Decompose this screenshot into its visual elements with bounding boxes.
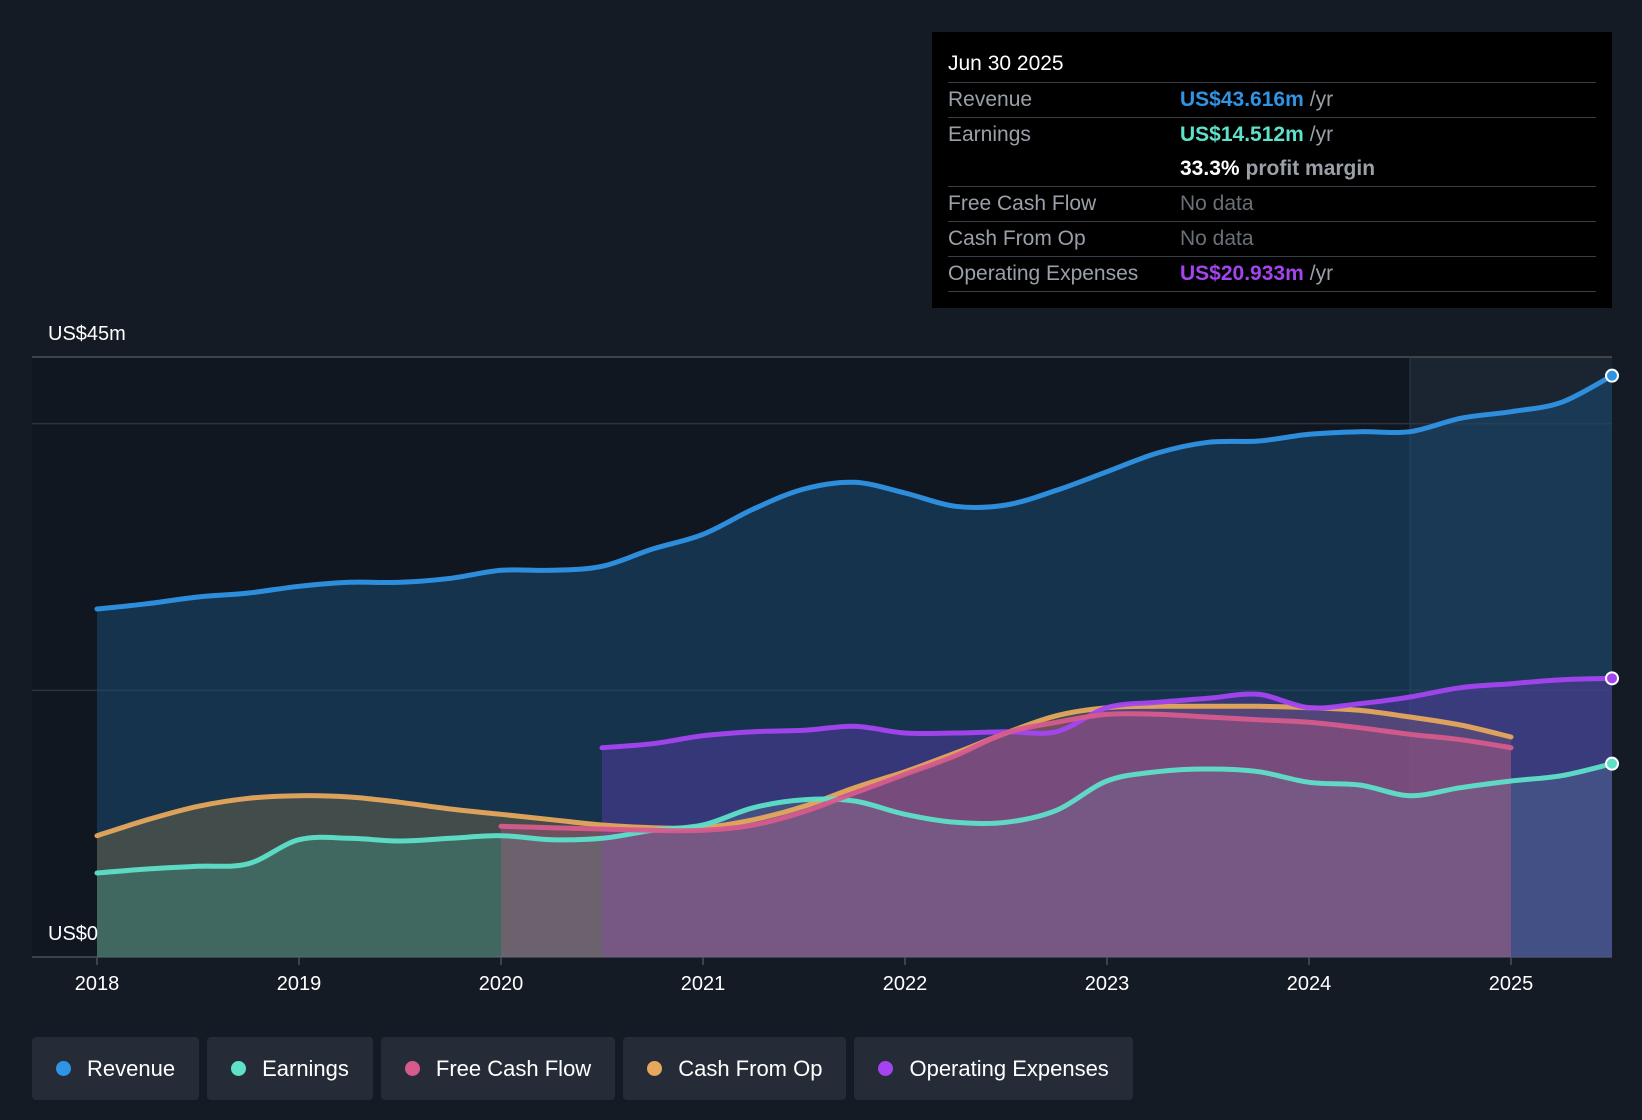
x-axis-ticks: 2018 2019 2020 2021 2022 2023 2024 2025: [75, 957, 1534, 995]
opex-dot-icon: [878, 1061, 894, 1076]
earnings-line: [94, 761, 1615, 876]
tooltip-label: Free Cash Flow: [948, 192, 1097, 215]
x-tick-label: 2025: [1489, 973, 1534, 995]
tooltip-row-margin: 33.3% profit margin: [948, 152, 1596, 187]
tooltip-value: US$43.616m/yr: [1180, 83, 1333, 117]
revenue-value: US$43.616m: [1180, 88, 1304, 111]
x-tick-label: 2021: [681, 973, 726, 995]
legend-item-earnings[interactable]: Earnings: [207, 1037, 373, 1100]
fcf-value: No data: [1180, 192, 1254, 215]
x-tick-label: 2019: [277, 973, 322, 995]
unit-label: /yr: [1309, 88, 1334, 111]
tooltip-panel: Jun 30 2025 Revenue US$43.616m/yr Earnin…: [932, 32, 1612, 308]
legend-item-revenue[interactable]: Revenue: [32, 1037, 200, 1100]
x-tick-label: 2024: [1287, 973, 1332, 995]
unit-label: /yr: [1309, 262, 1334, 285]
legend-item-cfo[interactable]: Cash From Op: [623, 1037, 847, 1100]
x-tick-label: 2018: [75, 973, 120, 995]
cfo-line: [94, 703, 1514, 839]
earnings-value: US$14.512m: [1180, 123, 1304, 146]
legend-item-opex[interactable]: Operating Expenses: [854, 1037, 1133, 1100]
tooltip-row-fcf: Free Cash Flow No data: [948, 187, 1596, 222]
tooltip-row-earnings: Earnings US$14.512m/yr: [948, 118, 1596, 152]
tooltip-row-revenue: Revenue US$43.616m/yr: [948, 83, 1596, 118]
opex-line: [599, 675, 1615, 751]
fcf-area: [501, 713, 1511, 957]
tooltip-value: 33.3% profit margin: [1180, 152, 1375, 186]
earnings-dot-icon: [231, 1061, 247, 1076]
cfo-dot-icon: [647, 1061, 663, 1076]
tooltip-label: Operating Expenses: [948, 262, 1139, 285]
tooltip-row-cfo: Cash From Op No data: [948, 222, 1596, 257]
fcf-dot-icon: [404, 1061, 420, 1076]
legend-label: Free Cash Flow: [435, 1055, 592, 1081]
opex-value: US$20.933m: [1180, 262, 1304, 285]
fcf-line: [498, 711, 1514, 834]
cfo-value: No data: [1180, 227, 1254, 250]
legend-label: Revenue: [87, 1055, 176, 1081]
tooltip-label: Earnings: [948, 123, 1031, 146]
revenue-dot-icon: [56, 1061, 71, 1076]
y-axis-min-label: US$0: [48, 923, 98, 945]
earnings-end-marker: [1605, 756, 1619, 771]
tooltip-row-opex: Operating Expenses US$20.933m/yr: [948, 257, 1596, 292]
profit-margin-value: 33.3%: [1180, 157, 1240, 180]
x-tick-label: 2020: [479, 973, 524, 995]
tooltip-date: Jun 30 2025: [948, 46, 1596, 83]
series-end-markers: [1605, 368, 1619, 771]
legend-label: Earnings: [262, 1055, 349, 1081]
tooltip-value: US$20.933m/yr: [1180, 257, 1333, 291]
cfo-area: [97, 706, 1511, 957]
tooltip-value: US$14.512m/yr: [1180, 118, 1333, 152]
legend-item-fcf[interactable]: Free Cash Flow: [380, 1037, 616, 1100]
legend: Revenue Earnings Free Cash Flow Cash Fro…: [32, 1037, 1133, 1100]
series-lines: [94, 373, 1615, 876]
unit-label: /yr: [1309, 123, 1334, 146]
opex-end-marker: [1605, 671, 1619, 686]
opex-area: [602, 678, 1612, 957]
revenue-end-marker: [1605, 368, 1619, 383]
earnings-area: [97, 763, 1612, 957]
y-axis-max-label: US$45m: [48, 323, 126, 345]
x-tick-label: 2022: [883, 973, 928, 995]
legend-label: Cash From Op: [678, 1055, 823, 1081]
legend-label: Operating Expenses: [909, 1055, 1109, 1081]
tooltip-label-empty: [948, 152, 1180, 186]
revenue-line: [94, 373, 1615, 612]
tooltip-label: Cash From Op: [948, 227, 1086, 250]
tooltip-label: Revenue: [948, 88, 1033, 111]
profit-margin-label: profit margin: [1245, 157, 1376, 180]
x-tick-label: 2023: [1085, 973, 1130, 995]
